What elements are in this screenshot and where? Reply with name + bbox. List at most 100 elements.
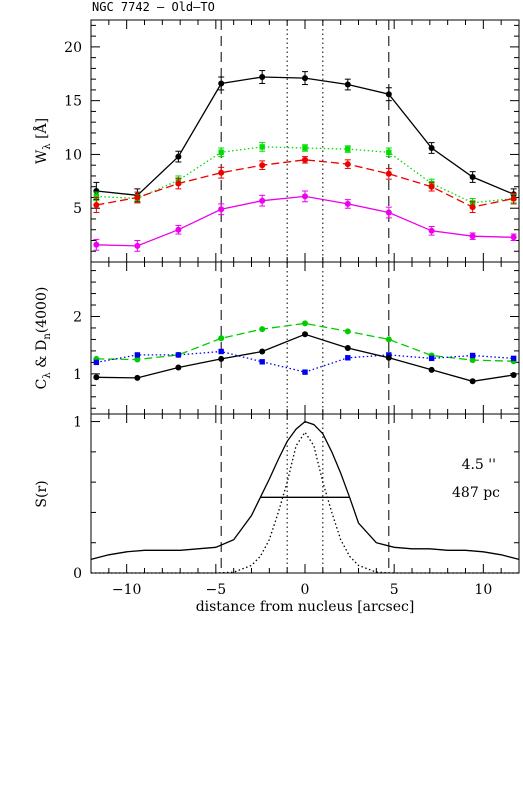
data-point [134,356,141,363]
panel-top: 5 10 15 20 Wλ [Å] [32,19,520,263]
data-point [175,352,182,358]
x-tick-label: 0 [301,582,310,598]
data-point [385,91,392,98]
data-point [302,156,308,163]
y-tick-label: 2 [73,309,82,325]
data-point [259,348,266,355]
data-point [385,354,392,361]
data-point [344,161,351,168]
data-point [134,242,141,249]
panel-middle-frame [90,261,520,415]
data-point [428,144,435,151]
panel-middle-series [93,320,517,385]
series-line-0 [90,420,520,561]
fwhm-arcsec-annotation: 4.5 '' [462,457,496,473]
data-point [218,335,225,342]
panel-bottom-ticks [90,414,520,574]
data-point [302,331,308,338]
panel-bottom-series [90,420,520,574]
data-point [259,359,265,365]
data-point [428,366,435,373]
data-point [344,345,351,352]
series-line-3 [96,195,514,247]
x-tick-label: 5 [390,582,399,598]
x-axis-label: distance from nucleus [arcsec] [196,599,415,615]
data-point [259,144,265,150]
data-point [259,326,266,333]
data-point [469,357,476,364]
data-point [385,170,392,177]
data-point [259,74,266,81]
data-point [344,81,351,88]
panel-top-ticks [90,20,520,263]
data-point [134,374,141,381]
data-point [175,180,182,187]
panel-middle-y-tick-labels: 12 [73,309,82,382]
data-point [302,193,308,200]
panel-middle-guides [220,262,390,414]
data-point [469,233,476,240]
series-line-1 [96,350,514,373]
data-point [93,359,100,366]
data-point [93,201,100,208]
data-point [134,352,141,358]
data-point [344,328,351,335]
panel-bottom-y-tick-labels: 01 [73,415,82,582]
data-point [428,183,435,190]
data-point [510,195,517,202]
x-tick-label: −5 [206,582,227,598]
series-line-1 [91,431,519,574]
panel-middle-y-label: Cλ & Dn(4000) [34,287,53,390]
panel-top-frame [90,19,520,263]
y-tick-label: 5 [73,201,82,217]
data-point [259,197,266,204]
panel-top-guides [220,20,390,262]
data-point [385,336,392,343]
data-point [345,355,351,361]
data-point [469,204,476,211]
panel-bottom-guides [220,414,390,573]
panel-bottom: 01 S(r) 4.5 '' 487 pc [34,413,520,582]
y-tick-label: 20 [64,40,82,56]
data-point [428,355,435,362]
panel-bottom-y-label: S(r) [34,480,50,507]
data-point [218,80,225,87]
panel-middle: 12 Cλ & Dn(4000) [34,261,520,415]
panel-top-y-label: Wλ [Å] [32,118,53,164]
data-point [302,320,308,327]
data-point [175,226,182,233]
data-point [469,174,476,181]
data-point [302,145,308,151]
data-point [218,355,225,362]
y-tick-label: 10 [64,147,82,163]
data-point [218,169,225,176]
data-point [302,369,308,375]
y-tick-label: 0 [73,566,82,582]
data-point [175,153,182,160]
data-point [510,234,517,241]
data-point [175,364,182,371]
data-point [218,206,225,213]
y-tick-label: 1 [73,367,82,383]
series-line-0 [96,76,514,196]
panel-middle-ticks [90,262,520,414]
data-point [218,348,224,355]
data-point [259,162,266,169]
x-tick-label: −10 [112,582,142,598]
x-axis-tick-labels: −10 −5 0 5 10 [112,582,492,598]
data-point [469,352,476,359]
x-tick-label: 10 [474,582,492,598]
data-point [218,149,224,155]
data-point [302,75,308,82]
y-tick-label: 1 [73,415,82,431]
data-point [385,209,392,216]
data-point [344,200,351,207]
data-point [134,194,141,201]
data-point [93,193,100,200]
panel-top-y-tick-labels: 5 10 15 20 [64,40,82,217]
data-point [510,371,517,378]
series-line-0 [96,322,514,362]
data-point [93,374,100,381]
chart-title: NGC 7742 – Old–TO [92,0,215,14]
